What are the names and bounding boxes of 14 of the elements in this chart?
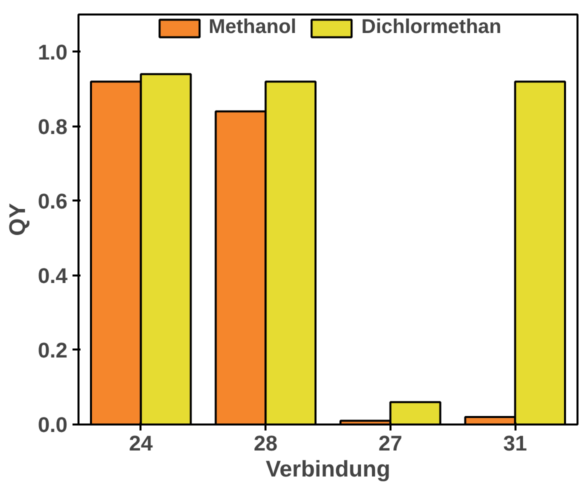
x-tick-label: 24 xyxy=(129,432,153,456)
y-tick-label: 0.4 xyxy=(38,264,68,288)
x-tick-label: 27 xyxy=(378,432,402,456)
x-tick-label: 31 xyxy=(503,432,528,456)
legend-label: Methanol xyxy=(208,16,296,39)
y-axis-title: QY xyxy=(4,203,30,236)
y-tick-label: 0.6 xyxy=(38,189,68,214)
y-tick-label: 0.8 xyxy=(38,114,68,139)
x-axis-title: Verbindung xyxy=(266,456,390,482)
legend-label: Dichlormethan xyxy=(361,16,502,39)
y-tick-label: 1.0 xyxy=(38,40,68,64)
y-tick-label: 0.2 xyxy=(38,338,68,362)
x-tick-label: 28 xyxy=(254,432,278,456)
y-tick-label: 0.0 xyxy=(38,413,68,437)
